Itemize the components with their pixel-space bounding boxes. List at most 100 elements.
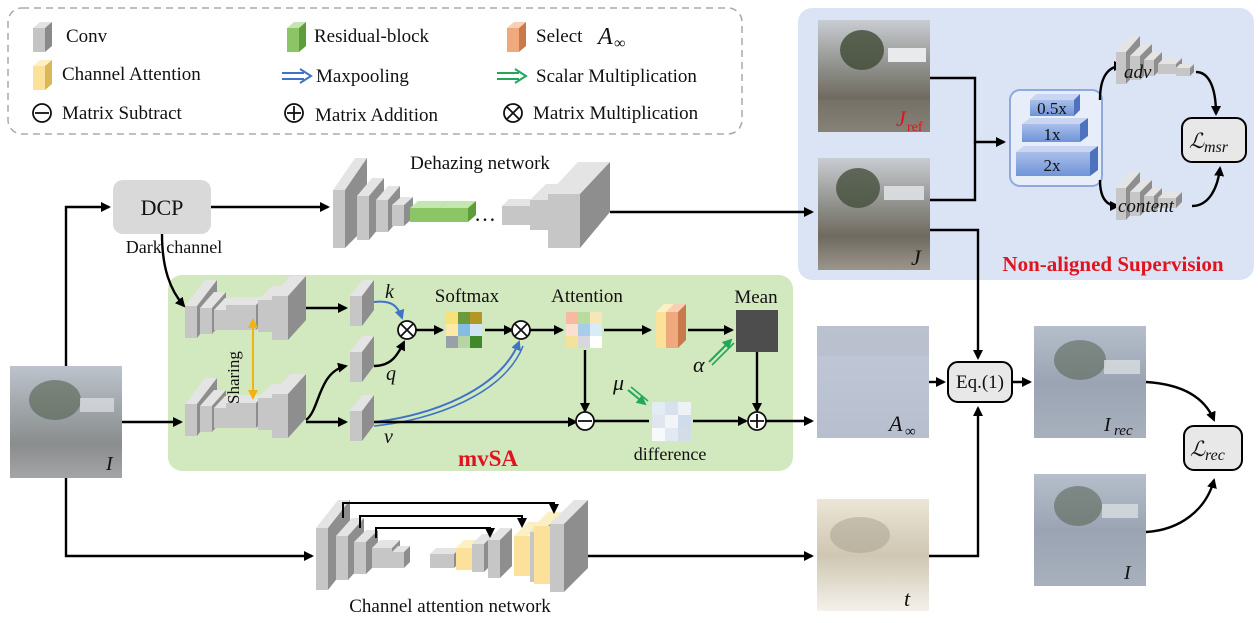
- mean-label: Mean: [734, 287, 778, 308]
- arrow-dark-channel-to-encoder: [160, 233, 186, 308]
- scalar-mult-arrow-mu-line2: [630, 386, 649, 402]
- q-label: q: [386, 363, 396, 385]
- matrix-mult-node-2: [511, 320, 531, 340]
- content-label: content: [1118, 196, 1175, 217]
- legend-matrix-subtract-label: Matrix Subtract: [62, 103, 183, 124]
- channel-attention-network-label: Channel attention network: [349, 596, 551, 617]
- l-msr-sub: msr: [1204, 139, 1229, 156]
- conv-icon: [33, 22, 52, 52]
- dcp-box: [113, 180, 211, 234]
- arrow-scales-to-content: [1098, 179, 1120, 211]
- select-icon: [507, 22, 526, 52]
- non-aligned-supervision-title: Non-aligned Supervision: [1002, 252, 1223, 276]
- legend-channel-attention-label: Channel Attention: [62, 64, 201, 85]
- input-image: I: [10, 366, 122, 478]
- residual-block-icon: [287, 22, 306, 52]
- input-i-label: I: [105, 453, 114, 475]
- arrow-input-to-ca-network: [64, 478, 314, 561]
- softmax-label: Softmax: [435, 286, 500, 307]
- l-rec-box: [1183, 425, 1243, 471]
- encoder-bottom: [185, 374, 306, 438]
- scalar-mult-arrow-alpha: [708, 338, 733, 363]
- softmax-matrix: [446, 312, 482, 348]
- alpha-label: α: [693, 352, 705, 377]
- dark-channel-label: Dark channel: [126, 237, 222, 257]
- k-label: k: [385, 281, 395, 303]
- j-ref-label: J: [896, 106, 907, 131]
- legend-select-symbol: A: [596, 24, 613, 50]
- matrix-mult-node-1: [397, 320, 417, 340]
- dehazing-network-label: Dehazing network: [410, 153, 550, 174]
- adv-label: adv: [1124, 62, 1152, 83]
- dehazing-network: …: [333, 158, 610, 248]
- dehaze-up-3: [548, 162, 610, 248]
- arrow-t-to-eq: [929, 406, 983, 558]
- scalar-multiplication-arrow-icon: [497, 68, 528, 84]
- mvsa-title: mvSA: [458, 446, 518, 471]
- arrow-enc-to-q: [305, 362, 348, 421]
- arrow-jref-to-scales: [930, 76, 1006, 147]
- a-inf-image: A ∞: [817, 326, 929, 440]
- matrix-addition-node: [747, 411, 767, 431]
- maxpool-arrow-k: [373, 300, 405, 320]
- mu-label: μ: [612, 370, 624, 395]
- scale-2x: [1016, 146, 1098, 176]
- encoder-top: [185, 276, 306, 340]
- skip-connection-1: [342, 502, 559, 518]
- channel-attention-icon: [33, 60, 52, 90]
- scale-2x-label: 2x: [1044, 156, 1062, 175]
- legend-scalar-mult-label: Scalar Multiplication: [536, 66, 697, 87]
- l-msr-box: [1181, 117, 1247, 163]
- legend-residual-label: Residual-block: [314, 26, 430, 47]
- matrix-subtract-node: [575, 411, 595, 431]
- sharing-label: Sharing: [224, 351, 243, 404]
- dehaze-ellipsis: …: [474, 201, 496, 226]
- scale-1x-label: 1x: [1044, 125, 1062, 144]
- legend-border: [7, 7, 743, 135]
- t-image: t: [817, 499, 929, 611]
- i-label: I: [1123, 562, 1132, 584]
- scalar-mult-arrow-mu: [627, 389, 647, 406]
- l-rec-label: ℒ: [1190, 437, 1206, 461]
- legend-maxpooling-label: Maxpooling: [316, 66, 409, 87]
- j-ref-image: J ref: [818, 20, 930, 135]
- channel-attention-network: [316, 500, 588, 592]
- arrow-i-to-lrec: [1145, 478, 1217, 534]
- a-inf-sub: ∞: [905, 424, 916, 440]
- t-label: t: [904, 586, 911, 611]
- maxpooling-arrow-icon: [282, 68, 313, 84]
- eq-label: Eq.(1): [956, 372, 1004, 393]
- legend-matrix-addition-label: Matrix Addition: [315, 105, 438, 126]
- legend-select-subscript: ∞: [614, 35, 625, 52]
- i-image: I: [1034, 474, 1146, 586]
- skip-connection-3: [375, 527, 495, 538]
- attention-label: Attention: [551, 286, 623, 307]
- a-inf-label: A: [887, 411, 903, 436]
- matrix-multiplication-icon: [503, 103, 523, 123]
- arrow-irec-to-lrec: [1145, 380, 1216, 422]
- legend: Conv Residual-block Select A ∞ Channel A…: [7, 7, 743, 135]
- maxpool-arrow-v: [373, 340, 521, 423]
- j-label: J: [911, 245, 922, 270]
- dehaze-residual-2: [440, 201, 476, 222]
- difference-matrix: [652, 402, 691, 441]
- legend-matrix-mult-label: Matrix Multiplication: [533, 103, 699, 124]
- arrow-adv-to-lmsr: [1195, 70, 1221, 116]
- i-rec-image: I rec: [1034, 326, 1146, 439]
- attention-matrix: [566, 312, 602, 348]
- select-block: [656, 304, 686, 348]
- q-conv: [350, 336, 374, 382]
- k-conv: [350, 280, 374, 326]
- arrow-q-to-mult: [373, 340, 406, 368]
- i-rec-sub: rec: [1114, 423, 1133, 439]
- scale-05x: [1030, 94, 1080, 116]
- j-image: J: [818, 158, 930, 270]
- skip-connection-2: [359, 515, 527, 528]
- mean-box: [736, 310, 778, 352]
- dcp-label: DCP: [141, 195, 184, 220]
- v-label: v: [384, 426, 393, 448]
- j-ref-sub: ref: [907, 120, 923, 135]
- l-msr-label: ℒ: [1189, 129, 1205, 153]
- arrow-j-to-scales: [930, 142, 977, 202]
